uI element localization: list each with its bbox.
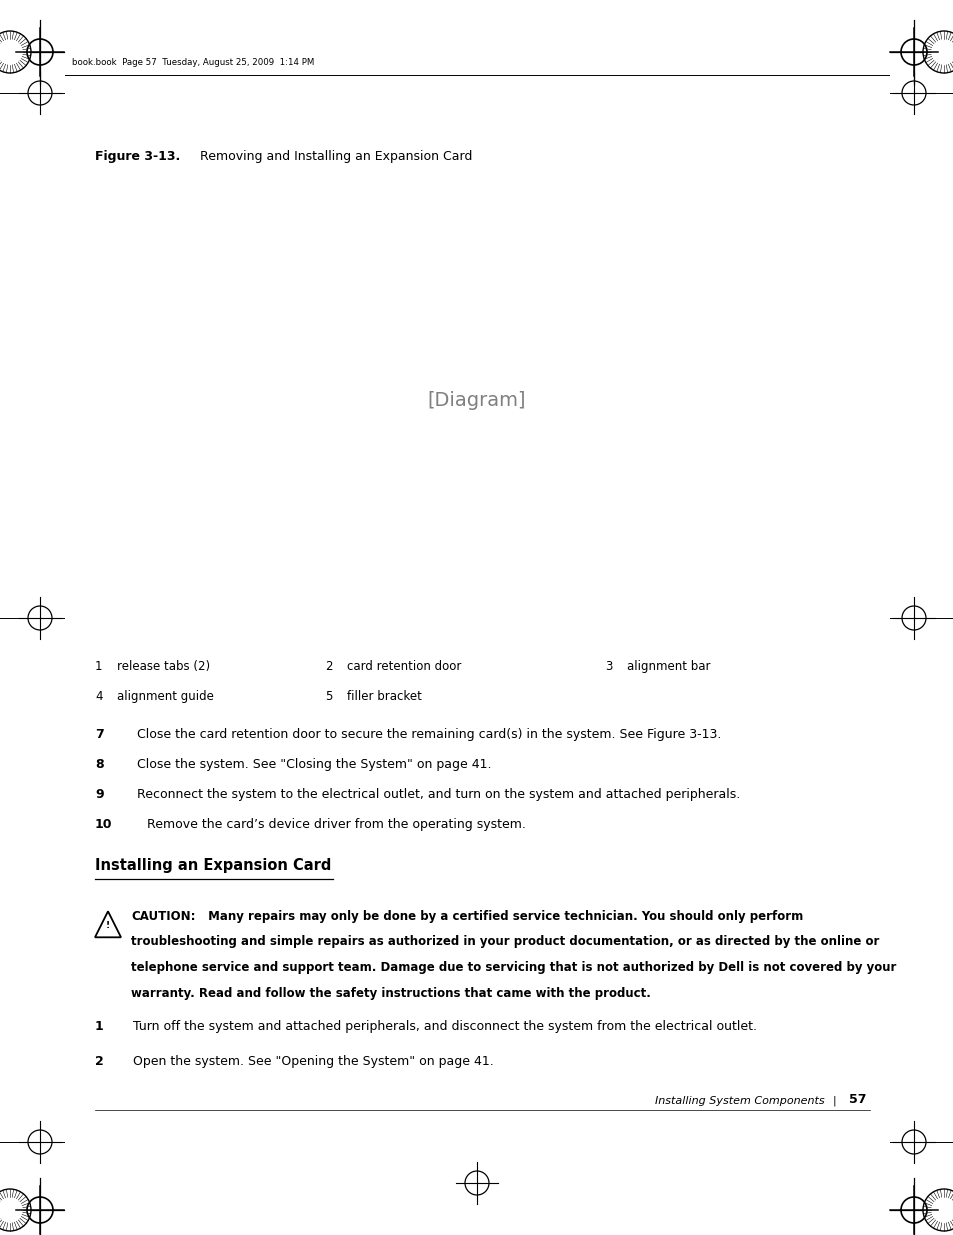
Text: CAUTION:: CAUTION: [131,910,195,923]
Text: 4: 4 [95,690,102,703]
Text: Figure 3-13.: Figure 3-13. [95,149,180,163]
Text: Many repairs may only be done by a certified service technician. You should only: Many repairs may only be done by a certi… [204,910,802,923]
Text: 8: 8 [95,758,104,771]
Text: 7: 7 [95,727,104,741]
Text: Turn off the system and attached peripherals, and disconnect the system from the: Turn off the system and attached periphe… [132,1020,757,1032]
Text: Installing an Expansion Card: Installing an Expansion Card [95,858,331,873]
Text: 5: 5 [325,690,332,703]
Text: book.book  Page 57  Tuesday, August 25, 2009  1:14 PM: book.book Page 57 Tuesday, August 25, 20… [71,58,314,67]
Text: Removing and Installing an Expansion Card: Removing and Installing an Expansion Car… [188,149,472,163]
Circle shape [2,44,18,59]
Text: filler bracket: filler bracket [347,690,421,703]
Text: |: | [831,1095,835,1107]
Text: alignment bar: alignment bar [626,659,710,673]
Text: telephone service and support team. Damage due to servicing that is not authoriz: telephone service and support team. Dama… [131,961,896,974]
Text: Reconnect the system to the electrical outlet, and turn on the system and attach: Reconnect the system to the electrical o… [137,788,740,802]
Text: [Diagram]: [Diagram] [427,390,526,410]
Text: 9: 9 [95,788,104,802]
Text: 2: 2 [325,659,333,673]
Circle shape [2,1202,18,1218]
Circle shape [935,44,951,59]
Text: 1: 1 [95,659,102,673]
Polygon shape [95,911,121,937]
Text: Installing System Components: Installing System Components [655,1095,824,1107]
Circle shape [935,1202,951,1218]
Text: alignment guide: alignment guide [117,690,213,703]
Text: troubleshooting and simple repairs as authorized in your product documentation, : troubleshooting and simple repairs as au… [131,935,879,948]
Text: Remove the card’s device driver from the operating system.: Remove the card’s device driver from the… [147,818,525,831]
Text: release tabs (2): release tabs (2) [117,659,210,673]
Text: 57: 57 [848,1093,866,1107]
Text: warranty. Read and follow the safety instructions that came with the product.: warranty. Read and follow the safety ins… [131,987,650,999]
Text: 1: 1 [95,1020,104,1032]
Text: 3: 3 [604,659,612,673]
Text: Close the system. See "Closing the System" on page 41.: Close the system. See "Closing the Syste… [137,758,491,771]
Text: !: ! [106,920,110,930]
Text: Open the system. See "Opening the System" on page 41.: Open the system. See "Opening the System… [132,1055,494,1068]
Text: Close the card retention door to secure the remaining card(s) in the system. See: Close the card retention door to secure … [137,727,720,741]
Text: 10: 10 [95,818,112,831]
Text: 2: 2 [95,1055,104,1068]
Text: card retention door: card retention door [347,659,461,673]
